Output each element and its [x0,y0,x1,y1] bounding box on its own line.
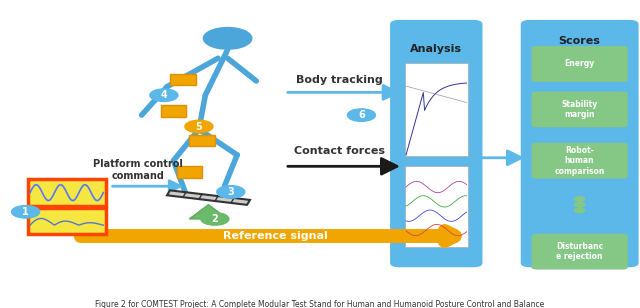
Circle shape [204,27,252,49]
FancyBboxPatch shape [390,20,483,267]
Circle shape [575,202,585,207]
Text: Analysis: Analysis [410,44,462,54]
FancyArrowPatch shape [81,231,454,241]
Circle shape [575,197,585,201]
Polygon shape [189,205,228,219]
Text: Robot-
human
comparison: Robot- human comparison [554,146,605,176]
FancyBboxPatch shape [404,63,468,156]
Text: Figure 2 for COMTEST Project: A Complete Modular Test Stand for Human and Humano: Figure 2 for COMTEST Project: A Complete… [95,300,545,308]
FancyBboxPatch shape [28,179,106,206]
Circle shape [201,213,229,225]
FancyBboxPatch shape [532,143,628,179]
FancyBboxPatch shape [177,166,202,178]
Circle shape [348,109,376,121]
Text: 2: 2 [211,214,218,224]
Text: Platform control
command: Platform control command [93,159,183,180]
FancyBboxPatch shape [28,208,106,234]
Text: Disturbanc
e rejection: Disturbanc e rejection [556,242,604,261]
FancyBboxPatch shape [532,91,628,128]
Text: 5: 5 [196,122,202,132]
Text: Body tracking: Body tracking [296,75,383,85]
Polygon shape [167,190,250,205]
Text: Energy: Energy [564,59,595,68]
Circle shape [150,89,178,101]
FancyBboxPatch shape [521,20,639,267]
FancyBboxPatch shape [404,166,468,246]
Text: 3: 3 [227,187,234,197]
Circle shape [575,208,585,213]
FancyBboxPatch shape [161,105,186,116]
Text: 1: 1 [22,207,29,217]
Text: Contact forces: Contact forces [294,146,385,156]
Text: Scores: Scores [559,35,600,46]
Text: 6: 6 [358,110,365,120]
FancyBboxPatch shape [532,46,628,82]
Circle shape [217,186,245,198]
Circle shape [185,120,213,133]
FancyBboxPatch shape [532,234,628,270]
FancyBboxPatch shape [170,74,196,85]
Circle shape [12,205,40,218]
FancyBboxPatch shape [189,135,215,146]
Text: 4: 4 [161,90,167,100]
Text: Reference signal: Reference signal [223,231,328,241]
Text: Stability
margin: Stability margin [561,100,598,119]
